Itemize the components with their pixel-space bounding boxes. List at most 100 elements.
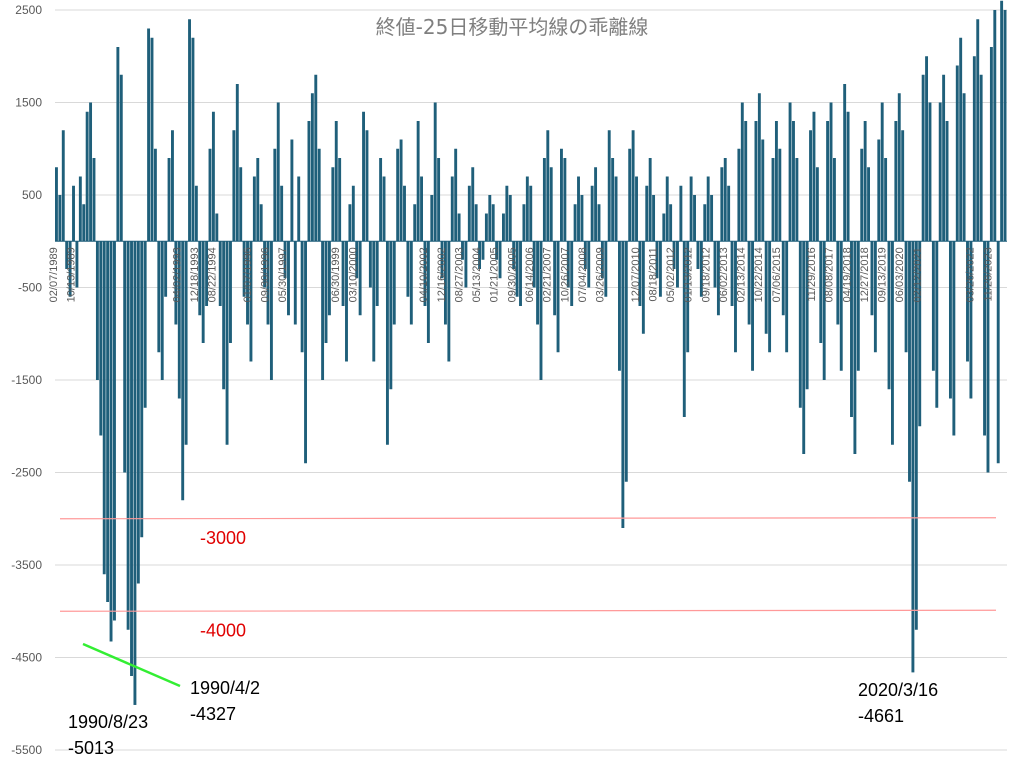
bar	[426, 241, 430, 343]
bar	[904, 241, 908, 353]
bar	[908, 241, 911, 482]
bar	[263, 241, 267, 288]
bar	[222, 241, 226, 390]
x-tick-label: 09/30/1996	[260, 247, 272, 302]
bar	[58, 195, 62, 242]
bar	[208, 148, 212, 242]
bar	[764, 241, 768, 334]
annotation-value: -4327	[190, 704, 236, 724]
bar	[123, 241, 127, 473]
bar	[747, 241, 751, 325]
bar	[68, 241, 72, 297]
bar	[78, 176, 82, 242]
x-tick-label: 05/13/2004	[471, 247, 483, 302]
bar	[815, 167, 819, 242]
bar	[774, 121, 778, 242]
bar	[177, 241, 181, 399]
bar	[843, 84, 847, 242]
bar	[983, 241, 987, 436]
bar	[607, 130, 611, 242]
y-tick-label: 2500	[15, 3, 42, 17]
bar	[768, 241, 772, 353]
bar	[645, 185, 649, 242]
bar	[191, 37, 195, 242]
bar	[481, 241, 485, 260]
reference-lines: -3000 -4000	[59, 517, 997, 640]
bar	[696, 241, 700, 269]
y-tick-label: 500	[22, 188, 42, 202]
bar	[167, 158, 171, 242]
bar	[331, 167, 335, 242]
bar	[508, 195, 512, 242]
annotation-date: 2020/3/16	[858, 680, 938, 700]
bar	[710, 195, 714, 242]
bar	[826, 121, 830, 242]
y-tick-label: -4500	[11, 651, 42, 665]
bar	[621, 241, 625, 528]
x-tick-label: 12/18/1993	[189, 247, 201, 302]
bar	[423, 241, 427, 306]
bar	[256, 158, 260, 242]
bar	[136, 241, 140, 584]
bar	[147, 28, 151, 242]
bar	[171, 130, 174, 242]
bar	[515, 241, 519, 297]
bar	[321, 241, 325, 380]
bar	[839, 241, 843, 371]
bar	[901, 130, 905, 242]
x-tick-label: 03/10/2000	[348, 247, 360, 302]
bar	[72, 185, 75, 242]
bar	[853, 241, 857, 454]
bar	[385, 241, 389, 445]
bar	[658, 241, 662, 297]
bar	[628, 148, 632, 242]
bar	[365, 130, 369, 242]
bar	[413, 204, 417, 242]
bar	[95, 241, 99, 380]
bar	[478, 241, 482, 269]
bar	[396, 148, 400, 242]
bar	[699, 241, 703, 297]
bar	[812, 111, 816, 242]
bar	[832, 158, 836, 242]
bar	[665, 176, 669, 242]
x-tick-label: 11/28/2023	[982, 247, 994, 301]
bar	[266, 241, 270, 325]
bar	[887, 241, 891, 390]
bar	[368, 241, 372, 288]
bar	[358, 241, 362, 316]
bar	[873, 241, 877, 353]
bar	[573, 204, 577, 242]
bar	[184, 241, 188, 445]
bar	[597, 204, 601, 242]
bar	[522, 204, 526, 242]
annotation-value: -5013	[68, 738, 114, 758]
bar	[382, 176, 386, 242]
bar	[822, 241, 826, 380]
bar	[113, 241, 116, 621]
x-tick-label: 01/21/2005	[489, 247, 501, 302]
bar	[860, 148, 864, 242]
bar	[406, 241, 410, 297]
bar	[1003, 10, 1007, 242]
bar	[867, 167, 870, 242]
bar	[560, 148, 563, 242]
bar	[989, 47, 993, 242]
bar	[778, 148, 782, 242]
bar	[525, 176, 529, 242]
bar	[836, 241, 840, 325]
bar	[82, 204, 86, 242]
bar	[952, 241, 956, 436]
bar	[676, 241, 679, 288]
bar	[890, 241, 894, 445]
bar	[443, 241, 447, 325]
bar	[351, 185, 355, 242]
x-tick-label: 08/27/2003	[453, 247, 465, 302]
bar	[116, 47, 120, 242]
bar	[225, 241, 229, 445]
bar	[914, 241, 918, 630]
annotations: 1990/4/2 -4327 1990/8/23 -5013 2020/3/16 -466…	[68, 642, 938, 758]
annotation-date: 1990/4/2	[190, 678, 260, 698]
bar	[587, 241, 591, 288]
bar	[232, 130, 236, 242]
